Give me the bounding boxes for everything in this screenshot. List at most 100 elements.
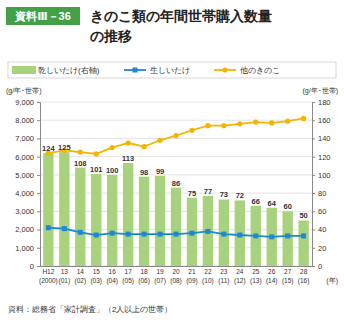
marker xyxy=(78,150,83,155)
tick: 26(14) xyxy=(266,266,278,285)
tick-mark xyxy=(312,211,315,212)
data-label: 125 xyxy=(58,143,71,152)
marker xyxy=(126,140,131,145)
bar xyxy=(171,188,181,266)
tick-label: 160 xyxy=(318,116,331,125)
legend-marker xyxy=(133,68,138,73)
tick: 6,000 xyxy=(15,153,40,162)
tick-label: 3,000 xyxy=(15,207,34,216)
tick-label: 1,000 xyxy=(15,244,34,253)
data-label: 108 xyxy=(74,159,87,168)
tick: 1,000 xyxy=(15,244,40,253)
grid-line xyxy=(40,102,312,103)
tick-label: 0 xyxy=(318,262,322,271)
data-label: 100 xyxy=(106,166,119,175)
tick-mark xyxy=(312,138,315,139)
marker xyxy=(301,233,306,238)
tick: 18(06) xyxy=(138,266,150,285)
tick-label: 40 xyxy=(318,225,326,234)
axis-line xyxy=(313,103,316,267)
marker xyxy=(269,234,274,239)
axis-title: (g/年･世帯) xyxy=(303,87,339,95)
tick: 4,000 xyxy=(15,189,40,198)
marker xyxy=(110,145,115,150)
marker xyxy=(62,226,67,231)
tick: 22(10) xyxy=(202,266,214,285)
tick-mark xyxy=(312,248,315,249)
marker xyxy=(46,225,51,230)
tick-label: 22(10) xyxy=(202,268,214,285)
legend: 乾しいたけ(右軸)生しいたけ他のきのこ xyxy=(8,62,336,78)
axis: H12(2000)13(01)14(02)15(03)16(04)17(05)1… xyxy=(39,266,313,285)
tick-mark xyxy=(312,230,315,231)
marker xyxy=(158,232,163,237)
bar xyxy=(75,168,85,266)
data-label: 98 xyxy=(140,168,148,177)
marker xyxy=(253,233,258,238)
marker xyxy=(189,128,194,133)
marker xyxy=(269,120,274,125)
data-label: 124 xyxy=(42,144,55,153)
tick-label: 28(16) xyxy=(298,268,310,285)
bar xyxy=(123,163,133,266)
tick-label: 20(08) xyxy=(170,268,182,285)
marker xyxy=(205,229,210,234)
marker xyxy=(221,123,226,128)
tick-label: 26(14) xyxy=(266,268,278,285)
data-label: 72 xyxy=(236,191,244,200)
tick: 15(03) xyxy=(90,266,102,285)
tick: 120 xyxy=(312,153,331,162)
marker xyxy=(189,231,194,236)
marker xyxy=(94,233,99,238)
grid-line xyxy=(40,156,312,157)
axis: 020406080100120140160180 xyxy=(312,98,331,271)
tick-mark xyxy=(37,211,40,212)
data-label: 73 xyxy=(220,190,228,199)
tick-label: 0 xyxy=(30,262,34,271)
tick-label: 5,000 xyxy=(15,171,34,180)
marker xyxy=(285,233,290,238)
legend-label: 乾しいたけ(右軸) xyxy=(38,66,100,75)
bar xyxy=(187,198,197,266)
tick-mark xyxy=(312,175,315,176)
tick-label: 20 xyxy=(318,244,326,253)
tick: 14(02) xyxy=(75,266,87,285)
marker xyxy=(237,121,242,126)
data-label: 101 xyxy=(90,165,103,174)
marker xyxy=(237,233,242,238)
tick: 160 xyxy=(312,116,331,125)
tick: 19(07) xyxy=(154,266,166,285)
marker xyxy=(285,119,290,124)
marker xyxy=(174,232,179,237)
tick: 23(11) xyxy=(218,266,229,285)
tick-label: 18(06) xyxy=(138,268,150,285)
bar xyxy=(139,177,149,266)
tick-label: 6,000 xyxy=(15,153,34,162)
data-label: 99 xyxy=(156,167,164,176)
bar xyxy=(298,220,308,266)
tick: 9,000 xyxy=(15,98,40,107)
tick: 16(04) xyxy=(106,266,118,285)
tick: 140 xyxy=(312,134,331,143)
tick-label: 7,000 xyxy=(15,134,34,143)
line xyxy=(48,228,303,237)
axis-line xyxy=(41,266,313,267)
marker xyxy=(301,116,306,121)
tick: 21(09) xyxy=(186,266,198,285)
data-label: 50 xyxy=(299,211,307,220)
axis-title: (年) xyxy=(326,277,338,285)
axis: 01,0002,0003,0004,0005,0006,0007,0008,00… xyxy=(15,98,40,271)
data-label: 77 xyxy=(204,187,212,196)
tick: 180 xyxy=(312,98,331,107)
tick-mark xyxy=(312,157,315,158)
marker xyxy=(253,119,258,124)
title: きのこ類の年間世帯購入数量の推移 xyxy=(90,8,272,44)
tick: 28(16) xyxy=(298,266,310,285)
tick: 40 xyxy=(312,225,326,234)
tick: 0 xyxy=(312,262,322,271)
tick-mark xyxy=(37,230,40,231)
tick-label: 15(03) xyxy=(90,268,102,285)
bar xyxy=(155,176,165,266)
tick-label: 23(11) xyxy=(218,268,229,285)
tick-label: 60 xyxy=(318,207,326,216)
